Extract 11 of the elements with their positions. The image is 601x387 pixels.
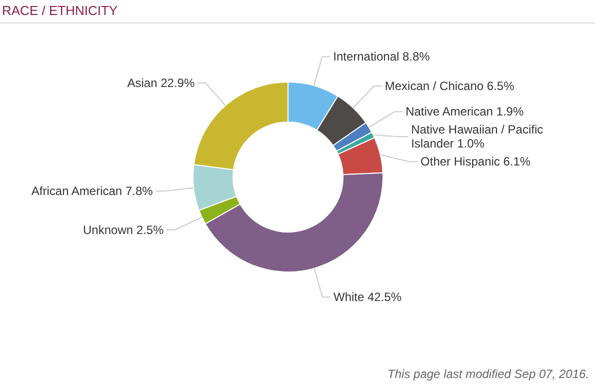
slice-label: International 8.8% [333, 50, 430, 64]
chart-title: RACE / ETHNICITY [2, 3, 118, 18]
slice-label: White 42.5% [333, 290, 402, 304]
slice-label: Unknown 2.5% [83, 222, 164, 237]
slice-label: Asian 22.9% [127, 76, 195, 90]
slice-label: Mexican / Chicano 6.5% [384, 79, 515, 94]
slice-label: Native American 1.9% [406, 104, 524, 119]
slice-label: Other Hispanic 6.1% [420, 154, 531, 169]
slice-label: African American 7.8% [31, 184, 154, 198]
slice-label: Native Hawaiian / Pacific Islander 1.0% [411, 122, 544, 151]
text: This page last modified Sep 07, 2016. [388, 367, 589, 381]
